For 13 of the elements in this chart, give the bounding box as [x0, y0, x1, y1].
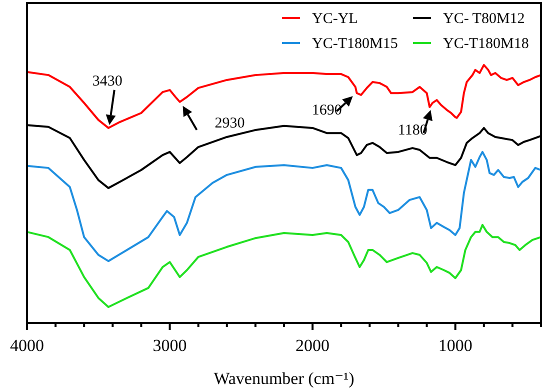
annotation: 1690: [312, 102, 342, 119]
legend-label: YC- T80M12: [443, 11, 525, 27]
x-axis-title: Wavenumber (cm⁻¹): [214, 369, 354, 388]
annotation: 3430: [92, 73, 122, 90]
x-tick-label: 3000: [152, 336, 187, 355]
x-tick-label: 2000: [296, 336, 330, 355]
legend-label: YC-YL: [312, 11, 358, 27]
x-tick-label: 1000: [438, 336, 472, 355]
annotation: 2930: [214, 115, 245, 132]
legend-label: YC-T180M15: [312, 36, 398, 52]
legend-label: YC-T180M18: [443, 36, 529, 52]
annotation: 1180: [398, 122, 428, 138]
x-tick-label: 4000: [10, 336, 44, 355]
